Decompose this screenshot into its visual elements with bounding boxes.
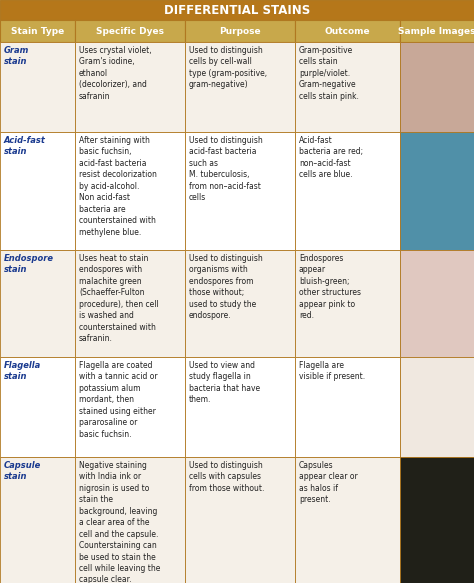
Bar (400, 42, 474, 132)
Bar (295, 132, 400, 250)
Text: Endospore
stain: Endospore stain (4, 254, 54, 275)
Bar (75, 250, 185, 357)
Bar (75, 20, 185, 42)
Text: Capsules
appear clear or
as halos if
present.: Capsules appear clear or as halos if pre… (299, 461, 358, 504)
Bar (185, 132, 295, 250)
Bar (0, 132, 75, 250)
Text: Used to distinguish
cells with capsules
from those without.: Used to distinguish cells with capsules … (189, 461, 264, 493)
Text: Acid-fast
stain: Acid-fast stain (4, 136, 46, 156)
Text: Acid-fast
bacteria are red;
non–acid-fast
cells are blue.: Acid-fast bacteria are red; non–acid-fas… (299, 136, 363, 180)
Bar (400, 132, 474, 250)
Text: Negative staining
with India ink or
nigrosin is used to
stain the
background, le: Negative staining with India ink or nigr… (79, 461, 160, 583)
Text: Used to view and
study flagella in
bacteria that have
them.: Used to view and study flagella in bacte… (189, 361, 260, 405)
Bar (185, 357, 295, 457)
Text: Used to distinguish
organisms with
endospores from
those without;
used to study : Used to distinguish organisms with endos… (189, 254, 263, 320)
Text: Flagella are coated
with a tannic acid or
potassium alum
mordant, then
stained u: Flagella are coated with a tannic acid o… (79, 361, 158, 438)
Text: Sample Images: Sample Images (398, 26, 474, 36)
Bar (295, 457, 400, 583)
Text: Capsule
stain: Capsule stain (4, 461, 41, 482)
Bar (75, 42, 185, 132)
Bar (75, 132, 185, 250)
Text: Specific Dyes: Specific Dyes (96, 26, 164, 36)
Bar (400, 357, 474, 457)
Text: Outcome: Outcome (325, 26, 370, 36)
Text: Uses crystal violet,
Gram's iodine,
ethanol
(decolorizer), and
safranin: Uses crystal violet, Gram's iodine, etha… (79, 46, 152, 101)
Text: Flagella
stain: Flagella stain (4, 361, 41, 381)
Text: After staining with
basic fuchsin,
acid-fast bacteria
resist decolorization
by a: After staining with basic fuchsin, acid-… (79, 136, 157, 237)
Bar (185, 250, 295, 357)
Text: Flagella are
visible if present.: Flagella are visible if present. (299, 361, 365, 381)
Bar (0, 20, 75, 42)
Bar (400, 250, 474, 357)
Bar (185, 42, 295, 132)
Bar (0, 250, 75, 357)
Text: Used to distinguish
acid-fast bacteria
such as
M. tuberculosis,
from non–acid-fa: Used to distinguish acid-fast bacteria s… (189, 136, 263, 202)
Bar (295, 20, 400, 42)
Text: Gram
stain: Gram stain (4, 46, 29, 66)
Bar (75, 457, 185, 583)
Text: Gram-positive
cells stain
purple/violet.
Gram-negative
cells stain pink.: Gram-positive cells stain purple/violet.… (299, 46, 359, 101)
Text: Uses heat to stain
endospores with
malachite green
(Schaeffer-Fulton
procedure),: Uses heat to stain endospores with malac… (79, 254, 159, 343)
Bar (295, 42, 400, 132)
Bar (400, 457, 474, 583)
Bar (0, 457, 75, 583)
Bar (400, 20, 474, 42)
Bar (0, 0, 474, 20)
Text: Endospores
appear
bluish-green;
other structures
appear pink to
red.: Endospores appear bluish-green; other st… (299, 254, 361, 320)
Text: Used to distinguish
cells by cell-wall
type (gram-positive,
gram-negative): Used to distinguish cells by cell-wall t… (189, 46, 267, 89)
Bar (0, 42, 75, 132)
Text: Purpose: Purpose (219, 26, 261, 36)
Bar (295, 357, 400, 457)
Text: DIFFERENTIAL STAINS: DIFFERENTIAL STAINS (164, 3, 310, 16)
Bar (0, 357, 75, 457)
Bar (185, 457, 295, 583)
Text: Stain Type: Stain Type (11, 26, 64, 36)
Bar (185, 20, 295, 42)
Bar (295, 250, 400, 357)
Bar (75, 357, 185, 457)
